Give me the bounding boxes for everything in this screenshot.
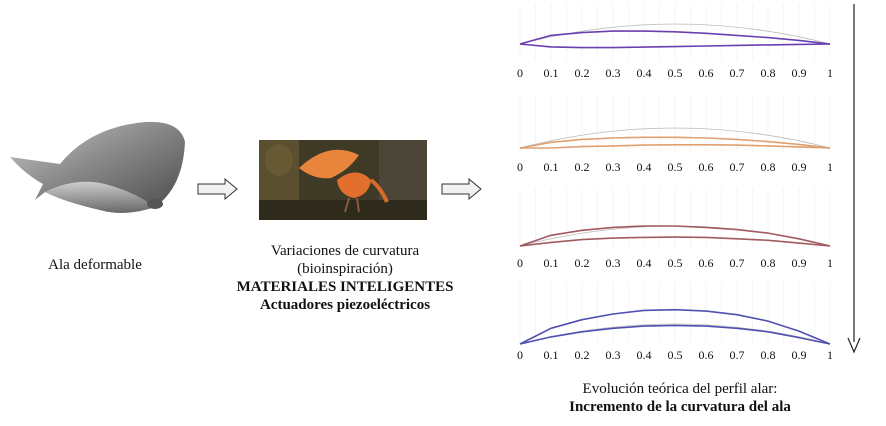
- curvature-variation-text: Variaciones de curvatura: [270, 243, 420, 259]
- lower-surface-line: [520, 144, 831, 149]
- upper-surface-line: [519, 225, 831, 247]
- upper-surface-line: [519, 136, 831, 149]
- x-tick-label: 1: [827, 256, 833, 270]
- x-tick-label: 0.9: [791, 66, 807, 80]
- x-tick-label: 0.8: [760, 348, 776, 362]
- x-tick-label: 0.2: [574, 256, 590, 270]
- middle-caption: Variaciones de curvatura (bioinspiración…: [220, 242, 470, 314]
- x-tick-label: 0.3: [605, 66, 621, 80]
- x-tick-label: 0.2: [574, 66, 590, 80]
- arrow-right-icon: [197, 178, 238, 200]
- x-tick-label: 0.1: [543, 160, 559, 174]
- x-tick-label: 0: [517, 66, 523, 80]
- airfoil-caption-line2: Incremento de la curvatura del ala: [569, 399, 791, 415]
- x-tick-label: 1: [827, 66, 833, 80]
- bioinspiration-text: (bioinspiración): [297, 261, 393, 277]
- arrow-right-icon: [441, 178, 482, 200]
- x-tick-label: 0.7: [729, 256, 745, 270]
- x-tick-label: 0.7: [729, 348, 745, 362]
- x-tick-label: 0: [517, 256, 523, 270]
- upper-surface-line: [519, 308, 831, 345]
- x-tick-label: 0.7: [729, 160, 745, 174]
- x-tick-label: 0.4: [636, 256, 652, 270]
- x-tick-label: 0.3: [605, 348, 621, 362]
- x-tick-label: 0.5: [667, 348, 683, 362]
- reference-curve: [519, 127, 831, 149]
- x-tick-label: 1: [827, 348, 833, 362]
- x-tick-label: 0.7: [729, 66, 745, 80]
- x-tick-label: 0: [517, 348, 523, 362]
- x-tick-label: 0.2: [574, 348, 590, 362]
- upper-surface-line: [519, 30, 831, 45]
- x-tick-label: 0.3: [605, 256, 621, 270]
- x-tick-label: 0.5: [667, 160, 683, 174]
- x-tick-label: 0.2: [574, 160, 590, 174]
- x-tick-label: 0.4: [636, 160, 652, 174]
- x-tick-label: 0.4: [636, 66, 652, 80]
- x-tick-label: 0.8: [760, 160, 776, 174]
- deformable-wing-image: [10, 121, 185, 213]
- airfoil-caption: Evolución teórica del perfil alar: Incre…: [520, 380, 840, 416]
- arrow-down-icon: [847, 4, 861, 354]
- x-tick-label: 1: [827, 160, 833, 174]
- x-tick-label: 0.6: [698, 348, 714, 362]
- x-tick-label: 0.9: [791, 160, 807, 174]
- x-tick-label: 0.9: [791, 348, 807, 362]
- x-tick-label: 0.3: [605, 160, 621, 174]
- airfoil-caption-line1: Evolución teórica del perfil alar:: [582, 381, 778, 397]
- smart-materials-text: MATERIALES INTELIGENTES: [236, 279, 454, 295]
- bird-photo: [259, 140, 427, 220]
- x-tick-label: 0.1: [543, 66, 559, 80]
- x-tick-label: 0.6: [698, 256, 714, 270]
- x-tick-label: 0.6: [698, 66, 714, 80]
- x-tick-label: 0.5: [667, 256, 683, 270]
- lower-surface-line: [519, 43, 831, 49]
- x-tick-label: 0.8: [760, 256, 776, 270]
- x-tick-label: 0.6: [698, 160, 714, 174]
- lower-surface-line: [519, 324, 831, 345]
- x-tick-label: 0.1: [543, 348, 559, 362]
- lower-surface-line: [519, 236, 831, 247]
- x-tick-label: 0.5: [667, 66, 683, 80]
- wing-caption: Ala deformable: [48, 257, 142, 273]
- x-tick-label: 0.4: [636, 348, 652, 362]
- piezo-actuators-text: Actuadores piezoeléctricos: [259, 297, 431, 313]
- x-tick-label: 0.1: [543, 256, 559, 270]
- x-tick-label: 0.8: [760, 66, 776, 80]
- x-tick-label: 0: [517, 160, 523, 174]
- x-tick-label: 0.9: [791, 256, 807, 270]
